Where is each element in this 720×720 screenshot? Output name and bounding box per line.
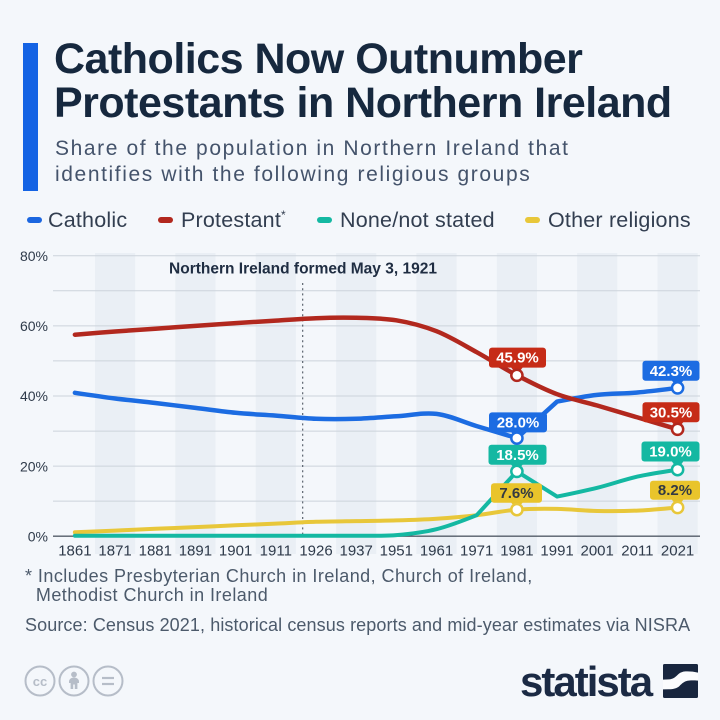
svg-text:1911: 1911 bbox=[260, 543, 292, 560]
svg-text:0%: 0% bbox=[28, 528, 48, 544]
svg-text:1926: 1926 bbox=[299, 543, 332, 560]
svg-text:1871: 1871 bbox=[98, 543, 131, 560]
svg-text:1901: 1901 bbox=[219, 543, 252, 560]
svg-text:18.5%: 18.5% bbox=[496, 447, 539, 464]
svg-text:20%: 20% bbox=[20, 458, 48, 474]
svg-text:42.3%: 42.3% bbox=[650, 363, 693, 380]
svg-text:Northern Ireland formed May 3,: Northern Ireland formed May 3, 1921 bbox=[169, 261, 437, 278]
svg-text:2011: 2011 bbox=[621, 543, 653, 560]
svg-text:1881: 1881 bbox=[139, 543, 172, 560]
svg-text:40%: 40% bbox=[20, 388, 48, 404]
svg-text:1981: 1981 bbox=[500, 543, 533, 560]
svg-text:cc: cc bbox=[33, 674, 47, 689]
svg-text:7.6%: 7.6% bbox=[499, 485, 533, 502]
svg-text:1951: 1951 bbox=[380, 543, 413, 560]
svg-text:80%: 80% bbox=[20, 248, 48, 264]
svg-text:2001: 2001 bbox=[581, 543, 614, 560]
svg-text:1937: 1937 bbox=[340, 543, 373, 560]
svg-text:2021: 2021 bbox=[661, 543, 694, 560]
svg-text:8.2%: 8.2% bbox=[658, 482, 692, 499]
svg-text:60%: 60% bbox=[20, 318, 48, 334]
svg-text:1961: 1961 bbox=[420, 543, 453, 560]
svg-text:1891: 1891 bbox=[179, 543, 212, 560]
svg-text:28.0%: 28.0% bbox=[497, 414, 540, 431]
svg-text:1991: 1991 bbox=[540, 543, 573, 560]
svg-text:45.9%: 45.9% bbox=[496, 350, 539, 367]
svg-text:30.5%: 30.5% bbox=[650, 404, 693, 421]
svg-text:1971: 1971 bbox=[460, 543, 493, 560]
svg-text:1861: 1861 bbox=[58, 543, 91, 560]
svg-text:19.0%: 19.0% bbox=[649, 444, 692, 461]
